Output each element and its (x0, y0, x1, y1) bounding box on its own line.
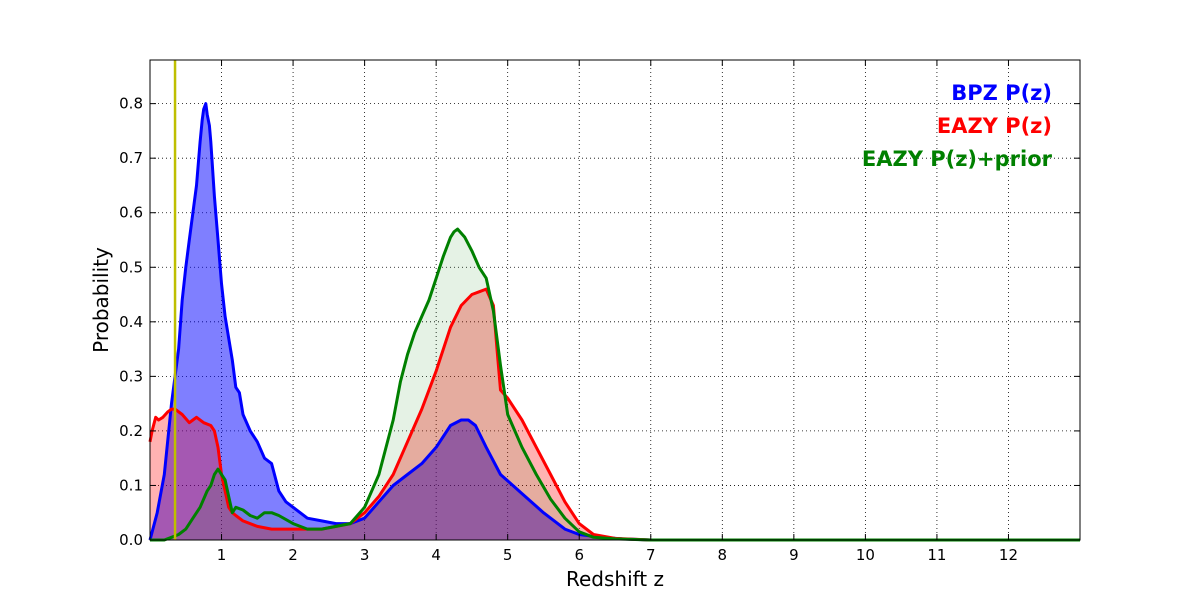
series-line-eazy-p-z (148, 287, 1080, 542)
y-tick-label: 0.2 (119, 422, 143, 440)
x-tick-label: 2 (288, 546, 298, 564)
x-tick-label: 8 (718, 546, 728, 564)
y-tick-label: 0.0 (119, 531, 143, 549)
y-tick-label: 0.4 (119, 313, 143, 331)
y-tick-label: 0.5 (119, 258, 143, 276)
y-axis-title: Probability (89, 247, 113, 353)
series-line-eazy-p-z-prior (150, 227, 1080, 542)
x-tick-label: 6 (574, 546, 584, 564)
y-tick-label: 0.8 (119, 95, 143, 113)
y-tick-label: 0.6 (119, 204, 143, 222)
x-tick-label: 9 (789, 546, 799, 564)
x-tick-label: 7 (646, 546, 656, 564)
x-tick-label: 10 (856, 546, 875, 564)
x-tick-label: 12 (999, 546, 1018, 564)
series-area-eazy-p-z-prior (150, 229, 1080, 540)
series-area-eazy-p-z (150, 289, 1080, 540)
x-tick-label: 11 (927, 546, 946, 564)
y-tick-label: 0.3 (119, 367, 143, 385)
y-tick-label: 0.1 (119, 476, 143, 494)
y-tick-label: 0.7 (119, 149, 143, 167)
x-tick-label: 3 (360, 546, 370, 564)
x-tick-label: 1 (217, 546, 227, 564)
x-tick-label: 4 (431, 546, 441, 564)
x-axis-title: Redshift z (566, 567, 664, 591)
legend-entry-eazy-p-z: EAZY P(z) (937, 114, 1052, 138)
legend-entry-bpz-p-z: BPZ P(z) (951, 81, 1052, 105)
plot-frame (149, 59, 1081, 541)
x-tick-label: 5 (503, 546, 513, 564)
series-line-bpz-p-z (148, 102, 1080, 542)
series-area-bpz-p-z (150, 103, 1080, 540)
legend-entry-eazy-p-z-prior: EAZY P(z)+prior (862, 147, 1053, 171)
